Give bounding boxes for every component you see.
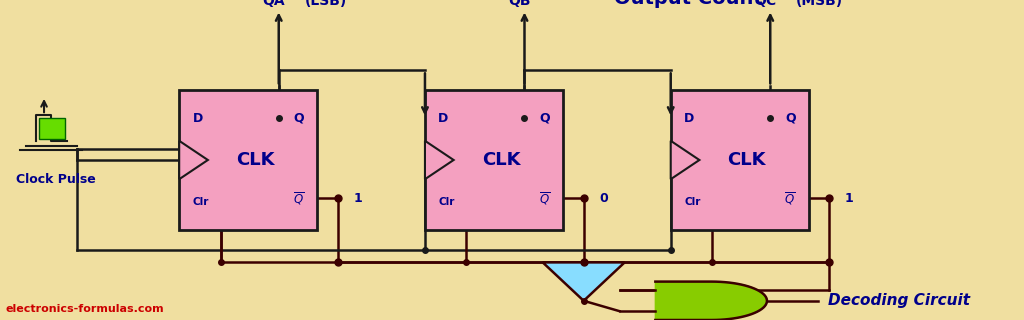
Text: Q: Q — [540, 112, 550, 125]
FancyBboxPatch shape — [39, 118, 65, 139]
FancyBboxPatch shape — [179, 90, 317, 230]
Text: Clock Pulse: Clock Pulse — [16, 173, 96, 186]
Polygon shape — [425, 141, 454, 179]
Text: D: D — [193, 112, 203, 125]
Text: 0: 0 — [599, 192, 608, 205]
Text: Clr: Clr — [438, 196, 455, 207]
Text: D: D — [684, 112, 694, 125]
Text: CLK: CLK — [236, 151, 274, 169]
Text: CLK: CLK — [481, 151, 520, 169]
Text: Clr: Clr — [193, 196, 209, 207]
Polygon shape — [543, 262, 625, 301]
FancyBboxPatch shape — [425, 90, 563, 230]
Text: D: D — [438, 112, 449, 125]
Polygon shape — [671, 141, 699, 179]
Text: $\overline{Q}$: $\overline{Q}$ — [539, 190, 550, 207]
Text: (MSB): (MSB) — [796, 0, 843, 8]
Text: QC: QC — [754, 0, 776, 8]
Text: Q: Q — [294, 112, 304, 125]
Text: 1: 1 — [353, 192, 362, 205]
Polygon shape — [179, 141, 208, 179]
Text: CLK: CLK — [727, 151, 766, 169]
Text: $\overline{Q}$: $\overline{Q}$ — [293, 190, 304, 207]
Text: 1: 1 — [845, 192, 854, 205]
Text: Clr: Clr — [684, 196, 700, 207]
Text: QA: QA — [262, 0, 285, 8]
Text: (LSB): (LSB) — [304, 0, 346, 8]
Text: Output Count: Output Count — [614, 0, 763, 8]
Text: QB: QB — [508, 0, 530, 8]
FancyBboxPatch shape — [671, 90, 809, 230]
Text: Q: Q — [785, 112, 796, 125]
Text: electronics-formulas.com: electronics-formulas.com — [5, 304, 164, 314]
Text: Decoding Circuit: Decoding Circuit — [828, 293, 971, 308]
Polygon shape — [655, 282, 767, 320]
Text: $\overline{Q}$: $\overline{Q}$ — [784, 190, 796, 207]
